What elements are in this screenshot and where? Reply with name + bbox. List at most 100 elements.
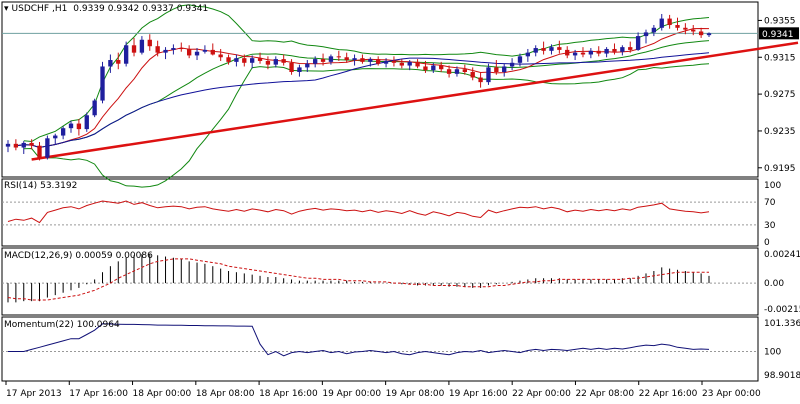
candle-body	[21, 142, 26, 148]
pane-frames	[1, 1, 759, 382]
candle-body	[257, 58, 263, 61]
candle-body	[454, 69, 460, 74]
mom-pane-frame	[1, 316, 759, 382]
candle-body	[273, 59, 278, 65]
candle-body	[265, 60, 271, 65]
symbol-label: USDCHF	[11, 4, 49, 14]
candle-body	[565, 49, 570, 56]
candle-body	[651, 27, 657, 33]
time-axis-label: 19 Apr 08:00	[386, 389, 445, 399]
candle-body	[210, 49, 215, 55]
candle-body	[368, 59, 373, 62]
time-axis-label: 17 Apr 2013	[6, 389, 62, 399]
time-axis-label: 23 Apr 00:00	[702, 389, 761, 399]
price-tick-label: 0.9195	[764, 164, 796, 174]
macd-tick-label: -0.00215	[764, 305, 800, 315]
candle-body	[116, 60, 121, 64]
candle-body	[68, 123, 74, 129]
candle-body	[13, 143, 19, 148]
ohlc-low: 0.9337	[142, 4, 174, 14]
candle-body	[360, 58, 365, 62]
time-axis-label: 18 Apr 00:00	[133, 389, 192, 399]
macd-pane-frame	[1, 247, 759, 316]
candle-body	[423, 66, 428, 71]
candle-body	[683, 27, 688, 30]
momentum-value: 100.0964	[76, 320, 120, 330]
candle-body	[376, 59, 381, 64]
candle-body	[604, 48, 609, 54]
candle-body	[352, 58, 357, 61]
time-axis-label: 18 Apr 08:00	[196, 389, 255, 399]
candle-body	[179, 48, 184, 50]
candle-body	[186, 48, 192, 56]
current-price-badge-label: 0.9341	[762, 30, 794, 40]
bollinger-lower-line	[23, 63, 710, 188]
candle-body	[439, 65, 444, 70]
momentum-tick-label: 100	[764, 348, 781, 358]
candle-body	[588, 50, 594, 55]
candle-body	[620, 47, 625, 52]
candle-body	[525, 52, 531, 57]
candle-body	[37, 145, 42, 158]
price-tick-label: 0.9275	[764, 90, 796, 100]
macd-label: MACD(12,26,9)	[4, 251, 73, 261]
macd-pane[interactable]: 0.00241 0.00 -0.00215	[2, 250, 800, 315]
price-pane[interactable]: 0.9355 0.9315 0.9275 0.9235 0.9195 0.9341	[2, 4, 799, 188]
momentum-pane[interactable]: 101.336 100 98.9018	[2, 319, 800, 381]
time-axis-label: 18 Apr 16:00	[259, 389, 318, 399]
candle-body	[281, 59, 286, 63]
candle-body	[415, 61, 420, 67]
candle-body	[218, 54, 223, 58]
candle-body	[163, 49, 168, 53]
momentum-tick-label: 101.336	[764, 319, 800, 329]
candle-body	[45, 138, 50, 158]
candle-body	[92, 100, 97, 116]
candle-body	[628, 47, 633, 50]
rsi-line	[7, 200, 710, 224]
timeframe-label: H1	[54, 4, 68, 14]
candle-body	[635, 36, 641, 50]
candle-body	[336, 56, 341, 58]
candle-body	[549, 47, 554, 51]
rsi-pane-frame	[1, 178, 759, 247]
rsi-tick-label: 70	[764, 198, 776, 208]
macd-signal-value: 0.00086	[115, 251, 153, 261]
candle-body	[123, 45, 129, 64]
candle-body	[139, 39, 145, 53]
ohlc-open: 0.9339	[73, 4, 105, 14]
candle-body	[234, 58, 239, 62]
momentum-pane-title: Momentum(22) 100.0964	[4, 320, 123, 330]
price-tick-label: 0.9315	[764, 53, 796, 63]
time-axis-label: 22 Apr 08:00	[575, 389, 634, 399]
candle-body	[76, 123, 82, 130]
current-price-badge	[759, 27, 799, 40]
candle-body	[305, 63, 310, 68]
candle-body	[470, 72, 475, 78]
bollinger-upper-line	[23, 4, 710, 143]
candle-body	[596, 50, 601, 54]
sma-fast-line	[15, 27, 710, 149]
ohlc-close: 0.9341	[176, 4, 209, 14]
candle-body	[541, 48, 546, 51]
candle-body	[155, 46, 160, 53]
rsi-pane[interactable]: 100 70 30 0	[2, 181, 781, 248]
price-tick-label: 0.9355	[764, 16, 796, 26]
candle-body	[147, 39, 152, 47]
rsi-tick-label: 100	[764, 181, 781, 191]
candle-body	[171, 48, 176, 50]
candle-body	[391, 60, 397, 63]
candle-body	[407, 61, 412, 66]
candle-body	[486, 67, 491, 83]
candle-body	[100, 66, 105, 101]
candle-body	[289, 62, 294, 72]
candle-body	[706, 33, 712, 36]
candle-body	[242, 58, 247, 63]
candle-body	[202, 49, 208, 52]
candle-body	[226, 57, 231, 62]
time-axis-label: 19 Apr 00:00	[322, 389, 381, 399]
candle-body	[517, 56, 523, 63]
candle-body	[297, 67, 302, 72]
ohlc-high: 0.9342	[107, 4, 140, 14]
